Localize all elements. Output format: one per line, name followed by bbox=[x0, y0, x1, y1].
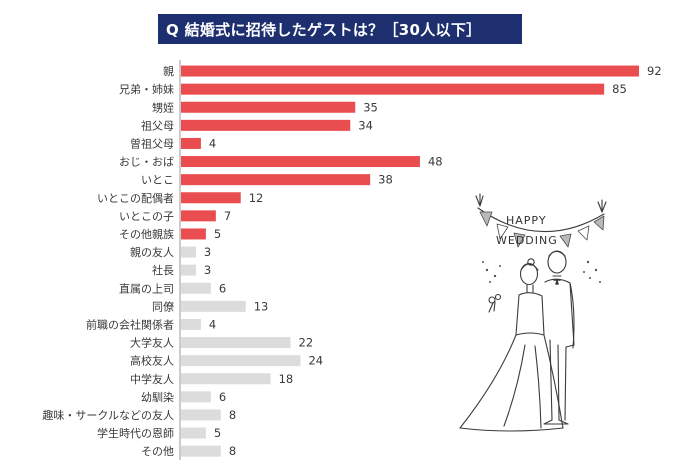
bar bbox=[181, 137, 201, 149]
value-label: 3 bbox=[204, 245, 211, 259]
bar bbox=[181, 300, 246, 312]
bar bbox=[181, 228, 206, 240]
happy-text: HAPPY bbox=[506, 214, 547, 227]
value-label: 4 bbox=[209, 136, 216, 150]
value-label: 8 bbox=[229, 408, 236, 422]
bar bbox=[181, 427, 206, 439]
value-label: 5 bbox=[214, 426, 221, 440]
wedding-illustration: HAPPY WEDDING bbox=[459, 193, 607, 432]
bar bbox=[181, 445, 221, 457]
bar bbox=[181, 101, 356, 113]
value-label: 4 bbox=[209, 317, 216, 331]
category-label: その他親族 bbox=[119, 227, 174, 241]
category-label: 前職の会社関係者 bbox=[86, 317, 174, 331]
chart-title: Q 結婚式に招待したゲストは？［30人以下］ bbox=[158, 14, 522, 44]
bar bbox=[181, 355, 301, 367]
value-label: 38 bbox=[378, 173, 393, 187]
bar bbox=[181, 192, 241, 204]
value-label: 7 bbox=[224, 209, 231, 223]
bar bbox=[181, 337, 291, 349]
bar bbox=[181, 210, 216, 222]
bar bbox=[181, 373, 271, 385]
category-label: いとこ bbox=[141, 174, 174, 187]
category-label: いとこの配偶者 bbox=[97, 192, 174, 205]
value-label: 34 bbox=[358, 118, 373, 132]
category-label: 幼馴染 bbox=[141, 390, 174, 404]
category-label: 中学友人 bbox=[130, 372, 174, 386]
value-label: 35 bbox=[363, 100, 378, 114]
bar bbox=[181, 264, 196, 276]
category-label: 兄弟・姉妹 bbox=[119, 82, 174, 96]
category-label: 趣味・サークルなどの友人 bbox=[42, 408, 174, 422]
value-label: 18 bbox=[279, 372, 294, 386]
category-label: 学生時代の恩師 bbox=[97, 426, 174, 440]
bar bbox=[181, 119, 351, 131]
value-label: 12 bbox=[249, 191, 264, 205]
value-label: 24 bbox=[308, 354, 323, 368]
value-label: 85 bbox=[612, 82, 627, 96]
category-label: 高校友人 bbox=[130, 354, 174, 368]
bar bbox=[181, 409, 221, 421]
value-label: 13 bbox=[254, 299, 269, 313]
bar bbox=[181, 391, 211, 403]
bar bbox=[181, 318, 201, 330]
value-label: 3 bbox=[204, 263, 211, 277]
bar bbox=[181, 174, 371, 186]
wedding-text: WEDDING bbox=[496, 234, 558, 247]
category-label: 同僚 bbox=[152, 300, 174, 313]
bar bbox=[181, 83, 605, 95]
value-label: 48 bbox=[428, 155, 443, 169]
bunting-flags bbox=[479, 211, 605, 248]
right-tassel bbox=[597, 199, 607, 213]
garland-string bbox=[477, 207, 605, 233]
category-label: 親の友人 bbox=[130, 245, 174, 259]
groom-figure bbox=[543, 250, 575, 425]
confetti-dots bbox=[482, 260, 601, 283]
category-label: おじ・おば bbox=[119, 156, 174, 169]
category-label: 曽祖父母 bbox=[130, 136, 174, 150]
bouquet bbox=[488, 293, 502, 313]
category-label: その他 bbox=[141, 445, 174, 458]
bar bbox=[181, 156, 420, 168]
value-label: 6 bbox=[219, 281, 226, 295]
value-label: 5 bbox=[214, 227, 221, 241]
bar bbox=[181, 65, 639, 77]
category-label: 祖父母 bbox=[141, 118, 174, 132]
left-tassel bbox=[475, 193, 484, 207]
bride-figure bbox=[459, 258, 564, 432]
value-label: 8 bbox=[229, 444, 236, 458]
value-label: 92 bbox=[647, 64, 662, 78]
category-label: 甥姪 bbox=[152, 100, 174, 114]
value-label: 6 bbox=[219, 390, 226, 404]
bar bbox=[181, 246, 196, 258]
category-label: 社長 bbox=[152, 263, 174, 277]
bar bbox=[181, 282, 211, 294]
value-label: 22 bbox=[299, 336, 314, 350]
category-label: 直属の上司 bbox=[119, 281, 174, 295]
category-label: 親 bbox=[163, 65, 174, 78]
category-label: いとこの子 bbox=[119, 210, 174, 223]
category-label: 大学友人 bbox=[130, 336, 174, 350]
